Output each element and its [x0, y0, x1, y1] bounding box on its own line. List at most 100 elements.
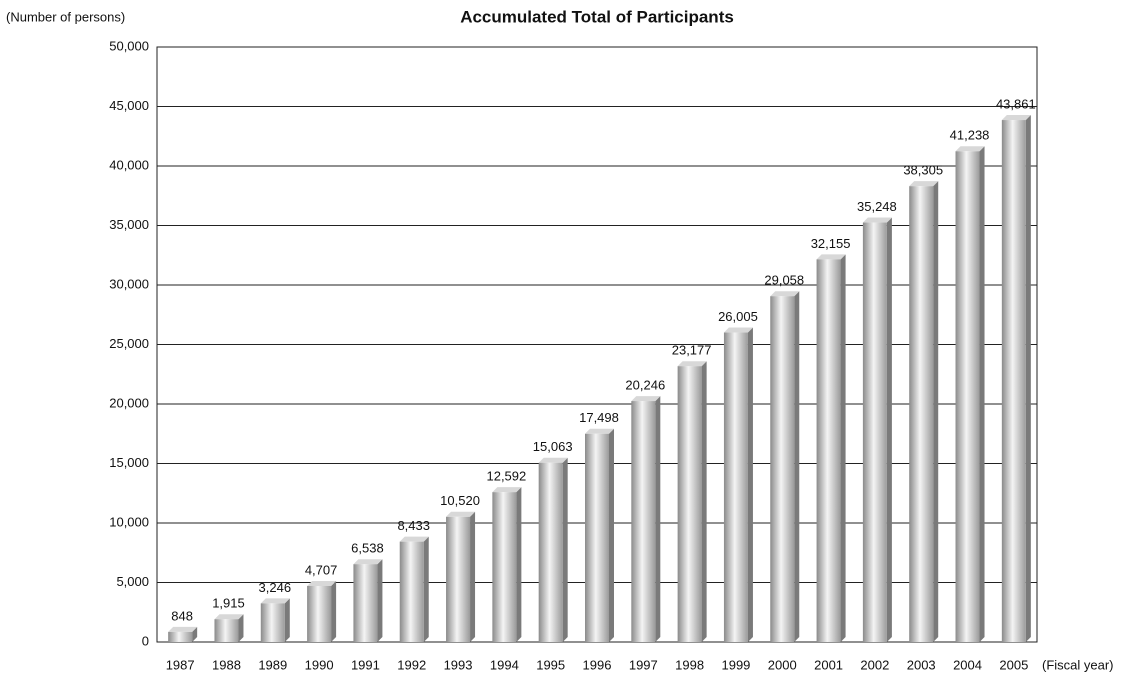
x-tick-label: 2004 [953, 657, 982, 672]
bar-top [585, 428, 614, 434]
bar [399, 541, 424, 642]
y-tick-label: 25,000 [109, 336, 149, 351]
value-label: 4,707 [305, 562, 338, 577]
bar-top [399, 536, 429, 542]
value-label: 23,177 [672, 343, 712, 358]
y-tick-label: 0 [142, 633, 149, 648]
bar [353, 564, 378, 642]
y-tick-label: 40,000 [109, 157, 149, 172]
bar-top [955, 146, 985, 152]
bar-side [933, 181, 939, 642]
value-label: 10,520 [440, 493, 480, 508]
bar-side [470, 511, 476, 642]
bar-top [677, 361, 707, 367]
value-label: 848 [171, 608, 193, 623]
y-tick-label: 5,000 [116, 574, 149, 589]
y-tick-label: 45,000 [109, 98, 149, 113]
x-tick-label: 2000 [768, 657, 797, 672]
bar [585, 433, 609, 642]
bar [677, 366, 702, 642]
x-tick-label: 1989 [258, 657, 287, 672]
value-label: 12,592 [486, 469, 526, 484]
x-tick-label: 1988 [212, 657, 241, 672]
y-tick-label: 20,000 [109, 395, 149, 410]
value-label: 43,861 [996, 96, 1036, 111]
bar [214, 619, 239, 642]
value-label: 20,246 [625, 378, 665, 393]
x-tick-label: 2005 [999, 657, 1028, 672]
bar-side [192, 626, 198, 642]
x-axis-label: (Fiscal year) [1042, 657, 1114, 672]
x-tick-label: 1998 [675, 657, 704, 672]
bar [909, 186, 934, 642]
y-tick-label: 35,000 [109, 217, 149, 232]
bar [538, 462, 563, 642]
y-tick-label: 30,000 [109, 276, 149, 291]
bar [770, 296, 795, 642]
x-tick-label: 1990 [305, 657, 334, 672]
value-label: 1,915 [212, 596, 245, 611]
x-tick-label: 1997 [629, 657, 658, 672]
bar-side [747, 327, 753, 642]
x-tick-label: 1992 [397, 657, 426, 672]
value-label: 6,538 [351, 541, 384, 556]
bar-side [331, 580, 337, 642]
bar-top [307, 580, 337, 586]
bar-side [238, 614, 244, 642]
y-tick-label: 10,000 [109, 514, 149, 529]
y-axis-label: (Number of persons) [6, 9, 125, 24]
bar-side [979, 146, 985, 642]
value-label: 15,063 [533, 439, 573, 454]
x-tick-label: 1995 [536, 657, 565, 672]
bar [631, 401, 656, 642]
bar-top [909, 181, 939, 187]
bar-top [1001, 115, 1031, 121]
bar-top [631, 396, 661, 402]
bar-top [446, 511, 476, 517]
bar-side [516, 487, 522, 642]
x-tick-label: 2001 [814, 657, 843, 672]
bar [260, 603, 285, 642]
x-tick-label: 1987 [166, 657, 195, 672]
x-tick-label: 2003 [907, 657, 936, 672]
chart-title: Accumulated Total of Participants [460, 7, 734, 26]
bar [1001, 120, 1026, 643]
y-tick-label: 50,000 [109, 38, 149, 53]
bar [955, 151, 980, 642]
bar-side [562, 457, 568, 642]
value-label: 38,305 [903, 163, 943, 178]
x-tick-label: 1996 [583, 657, 612, 672]
bar-side [701, 361, 707, 642]
bar-side [284, 598, 290, 642]
bar-top [862, 217, 892, 223]
bar-top [353, 559, 383, 565]
value-label: 41,238 [950, 128, 990, 143]
value-label: 3,246 [259, 580, 292, 595]
x-tick-label: 1994 [490, 657, 519, 672]
bar-top [770, 291, 800, 297]
bar-side [423, 536, 429, 642]
bar-side [377, 559, 383, 642]
bar [723, 332, 748, 642]
value-label: 35,248 [857, 199, 897, 214]
y-tick-label: 15,000 [109, 455, 149, 470]
x-tick-label: 2002 [860, 657, 889, 672]
x-tick-label: 1991 [351, 657, 380, 672]
value-label: 29,058 [764, 273, 804, 288]
bar [816, 259, 841, 642]
bar [307, 585, 332, 642]
x-tick-label: 1999 [721, 657, 750, 672]
bar-side [1025, 115, 1031, 643]
bar-side [886, 217, 892, 642]
bar [168, 631, 193, 642]
bar-top [723, 327, 753, 333]
value-label: 32,155 [811, 236, 851, 251]
bar-top [260, 598, 290, 604]
bar-top [214, 614, 244, 620]
value-label: 8,433 [397, 518, 430, 533]
bar [446, 516, 471, 642]
bar-side [655, 396, 661, 642]
bar [492, 492, 517, 642]
